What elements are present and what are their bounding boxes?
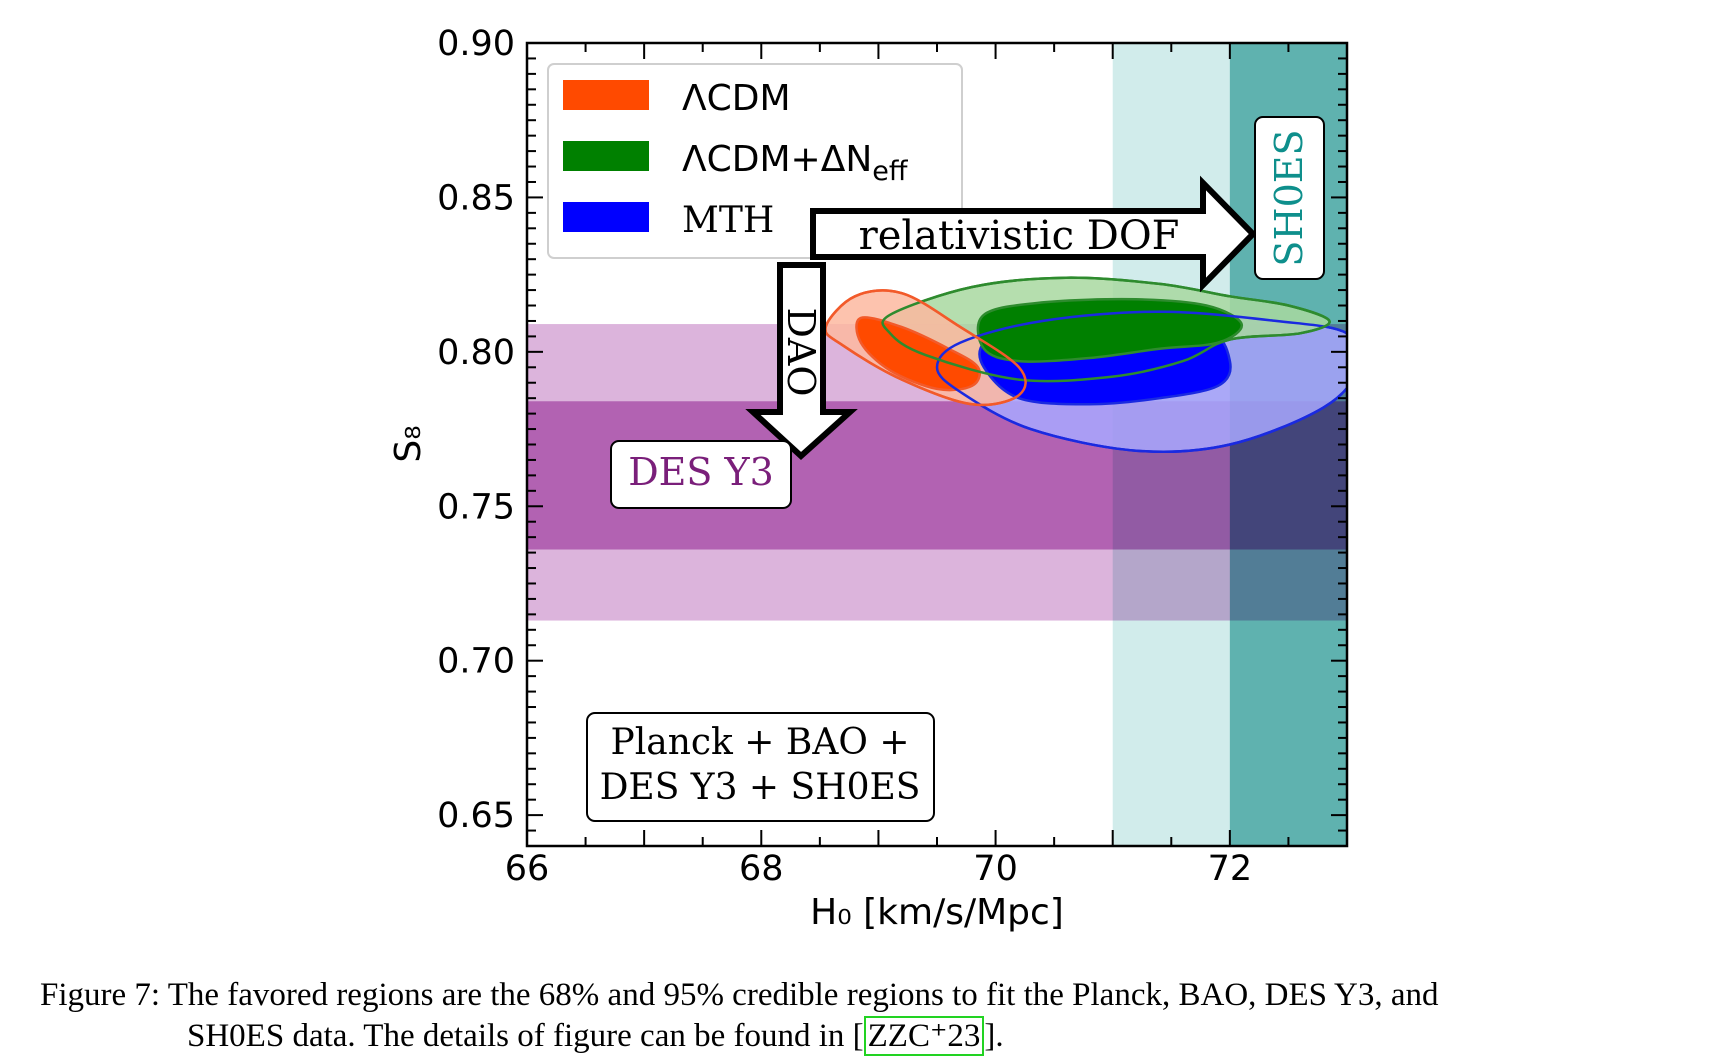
y-tick-label: 0.80 (437, 333, 515, 373)
contour-chart: 66 68 70 72 0.90 0.85 0.80 0.75 0.70 0.65 H₀ [km/… (388, 24, 1349, 933)
shoes-label-box: SH0ES (1254, 116, 1325, 280)
y-tick-label: 0.70 (437, 642, 515, 682)
caption-text-1: The favored regions are the 68% and 95% … (167, 977, 1439, 1013)
legend-label-mth: MTH (682, 200, 774, 241)
y-tick-label: 0.90 (437, 24, 515, 64)
legend-label-lcdm: ΛCDM (682, 78, 791, 119)
legend-label-lcdm-neff-base: ΛCDM+ΔN (682, 139, 872, 180)
contour-95-outline-mth (935, 310, 1347, 454)
caption-text-2: SH0ES data. The details of figure can be… (187, 1018, 864, 1054)
x-tick-label: 70 (973, 849, 1018, 889)
relativistic-dof-label: relativistic DOF (859, 213, 1180, 259)
caption-line-2: SH0ES data. The details of figure can be… (40, 1016, 1690, 1057)
figure-caption: Figure 7: The favored regions are the 68… (40, 975, 1690, 1057)
datasets-label-line2: DES Y3 + SH0ES (600, 767, 921, 808)
x-tick-label: 66 (505, 849, 550, 889)
des-y3-label-box: DES Y3 (610, 440, 792, 509)
x-tick-label: 72 (1208, 849, 1253, 889)
contour-68-lcdm (855, 316, 981, 392)
relativistic-dof-arrow: relativistic DOF (810, 175, 1258, 293)
legend-swatch-mth (563, 202, 649, 232)
legend-swatch-lcdm-neff (563, 141, 649, 171)
contour-95-outline-lcdm (824, 289, 1027, 407)
des-y3-label: DES Y3 (628, 450, 774, 494)
legend-swatch-lcdm (563, 80, 649, 110)
y-tick-label: 0.75 (437, 487, 515, 527)
legend-label-lcdm-neff-sub: eff (872, 156, 909, 187)
shoes-label: SH0ES (1267, 129, 1311, 266)
dao-arrow: DAO (745, 262, 858, 461)
datasets-label-box: Planck + BAO + DES Y3 + SH0ES (586, 712, 935, 822)
contour-95-outline-lcdm-neff (881, 276, 1331, 383)
relativistic-dof-arrow-shape (810, 175, 1258, 293)
datasets-label-line1: Planck + BAO + (611, 722, 910, 763)
citation-link[interactable]: ZZC⁺23 (863, 1016, 985, 1056)
x-tick-label: 68 (739, 849, 784, 889)
x-axis-title: H₀ [km/s/Mpc] (810, 892, 1064, 933)
legend-label-lcdm-neff: ΛCDM+ΔNeff (682, 139, 909, 187)
caption-text-3: ]. (984, 1018, 1004, 1054)
dao-arrow-shape (745, 262, 858, 461)
caption-label: Figure 7: (40, 977, 161, 1013)
y-axis-title: S₈ (388, 425, 429, 462)
y-tick-label: 0.65 (437, 796, 515, 836)
dao-label: DAO (779, 307, 823, 396)
y-tick-label: 0.85 (437, 178, 515, 218)
